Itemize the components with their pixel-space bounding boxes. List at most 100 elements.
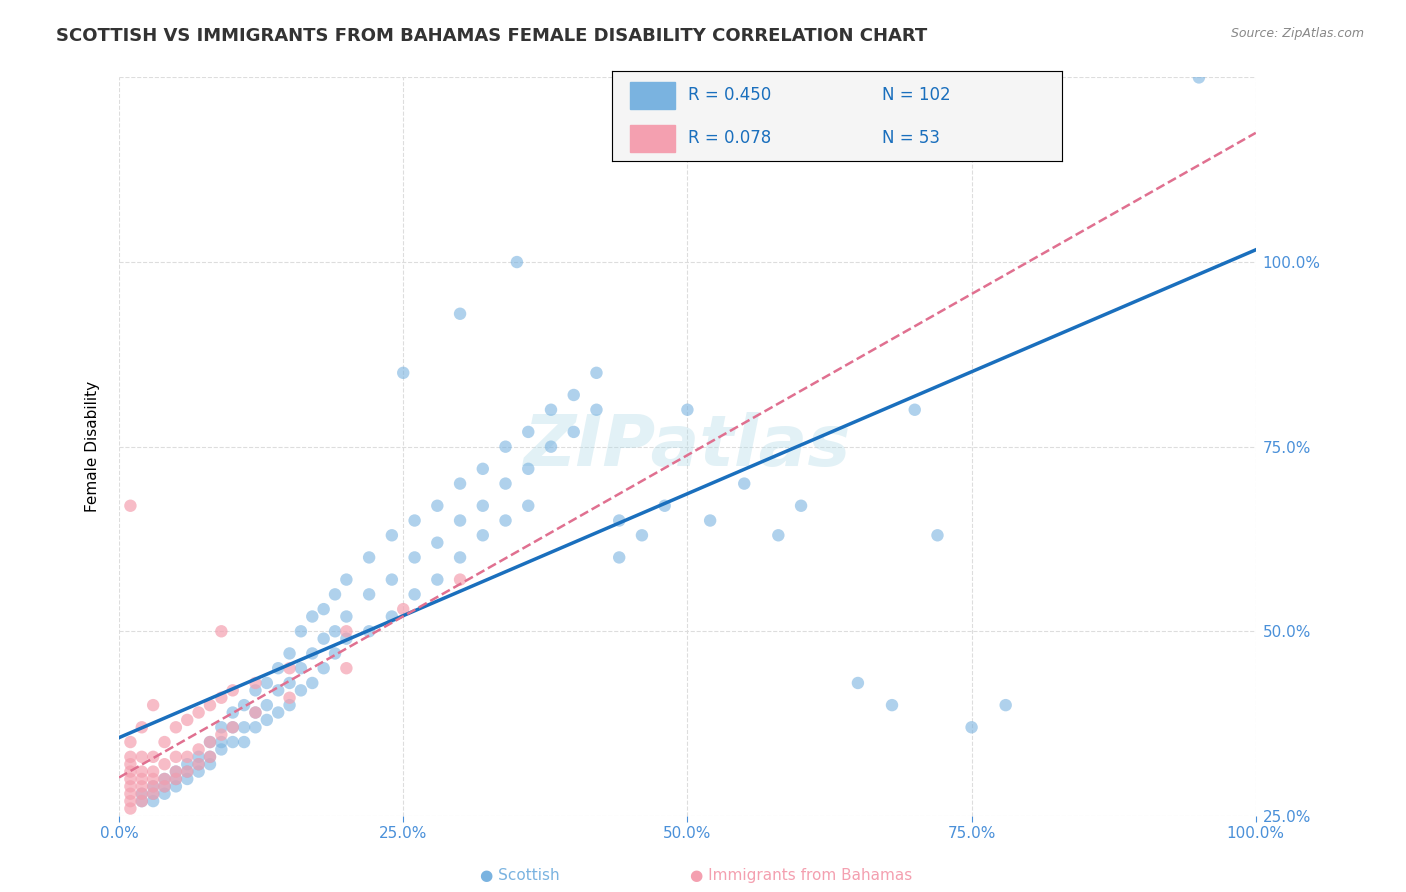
Scottish [517, 425, 540, 439]
Immigrants from Bahamas [120, 499, 142, 513]
Scottish [846, 676, 869, 690]
Scottish [233, 735, 256, 749]
FancyBboxPatch shape [630, 125, 675, 152]
Immigrants from Bahamas [449, 573, 471, 587]
Text: ● Immigrants from Bahamas: ● Immigrants from Bahamas [690, 868, 912, 883]
Scottish [335, 609, 357, 624]
Scottish [631, 528, 654, 542]
Scottish [506, 255, 529, 269]
Scottish [994, 698, 1017, 713]
Immigrants from Bahamas [142, 764, 165, 779]
Scottish [654, 499, 676, 513]
Scottish [880, 698, 903, 713]
Scottish [359, 624, 381, 639]
Scottish [290, 661, 312, 675]
Scottish [540, 440, 562, 454]
Immigrants from Bahamas [165, 764, 187, 779]
Immigrants from Bahamas [131, 787, 153, 801]
Immigrants from Bahamas [120, 749, 142, 764]
Immigrants from Bahamas [187, 757, 209, 772]
Immigrants from Bahamas [198, 698, 221, 713]
Immigrants from Bahamas [165, 720, 187, 734]
Immigrants from Bahamas [392, 602, 415, 616]
Scottish [426, 499, 449, 513]
Scottish [290, 683, 312, 698]
Text: ● Scottish: ● Scottish [481, 868, 560, 883]
Scottish [392, 366, 415, 380]
Scottish [256, 676, 278, 690]
Immigrants from Bahamas [120, 764, 142, 779]
Scottish [768, 528, 790, 542]
Scottish [927, 528, 949, 542]
Scottish [1188, 70, 1211, 85]
Scottish [142, 794, 165, 808]
Scottish [267, 683, 290, 698]
Scottish [198, 735, 221, 749]
Immigrants from Bahamas [153, 772, 176, 786]
Scottish [209, 735, 232, 749]
Scottish [290, 624, 312, 639]
Immigrants from Bahamas [131, 794, 153, 808]
Scottish [676, 402, 699, 417]
Scottish [312, 661, 335, 675]
Immigrants from Bahamas [120, 801, 142, 815]
Scottish [471, 528, 494, 542]
Immigrants from Bahamas [198, 735, 221, 749]
Scottish [323, 587, 346, 601]
Immigrants from Bahamas [142, 698, 165, 713]
Text: ZIPatlas: ZIPatlas [523, 412, 851, 481]
Scottish [222, 720, 245, 734]
Immigrants from Bahamas [120, 735, 142, 749]
Immigrants from Bahamas [120, 772, 142, 786]
Immigrants from Bahamas [120, 794, 142, 808]
Scottish [585, 402, 607, 417]
Immigrants from Bahamas [209, 624, 232, 639]
Scottish [267, 661, 290, 675]
Scottish [426, 535, 449, 549]
Text: SCOTTISH VS IMMIGRANTS FROM BAHAMAS FEMALE DISABILITY CORRELATION CHART: SCOTTISH VS IMMIGRANTS FROM BAHAMAS FEMA… [56, 27, 928, 45]
Scottish [404, 550, 426, 565]
Immigrants from Bahamas [245, 676, 267, 690]
Scottish [267, 706, 290, 720]
Immigrants from Bahamas [176, 764, 198, 779]
Scottish [312, 632, 335, 646]
Immigrants from Bahamas [278, 661, 301, 675]
Text: Source: ZipAtlas.com: Source: ZipAtlas.com [1230, 27, 1364, 40]
Scottish [359, 550, 381, 565]
Scottish [153, 780, 176, 794]
Scottish [187, 749, 209, 764]
Immigrants from Bahamas [131, 772, 153, 786]
Scottish [187, 764, 209, 779]
Immigrants from Bahamas [278, 690, 301, 705]
Scottish [142, 780, 165, 794]
Immigrants from Bahamas [165, 749, 187, 764]
Scottish [198, 757, 221, 772]
Scottish [131, 787, 153, 801]
Immigrants from Bahamas [131, 764, 153, 779]
Immigrants from Bahamas [176, 749, 198, 764]
Scottish [404, 587, 426, 601]
Scottish [540, 402, 562, 417]
Immigrants from Bahamas [176, 713, 198, 727]
Scottish [495, 514, 517, 528]
Scottish [245, 720, 267, 734]
Scottish [733, 476, 755, 491]
FancyBboxPatch shape [630, 82, 675, 109]
Scottish [381, 609, 404, 624]
Scottish [301, 609, 323, 624]
Scottish [209, 720, 232, 734]
Scottish [517, 499, 540, 513]
Scottish [233, 698, 256, 713]
Text: R = 0.450: R = 0.450 [688, 87, 772, 104]
Scottish [187, 757, 209, 772]
Scottish [278, 676, 301, 690]
Scottish [176, 764, 198, 779]
Scottish [176, 772, 198, 786]
Immigrants from Bahamas [153, 757, 176, 772]
Scottish [449, 514, 471, 528]
Scottish [323, 624, 346, 639]
Scottish [495, 440, 517, 454]
Scottish [245, 706, 267, 720]
Y-axis label: Female Disability: Female Disability [86, 381, 100, 512]
Scottish [165, 780, 187, 794]
